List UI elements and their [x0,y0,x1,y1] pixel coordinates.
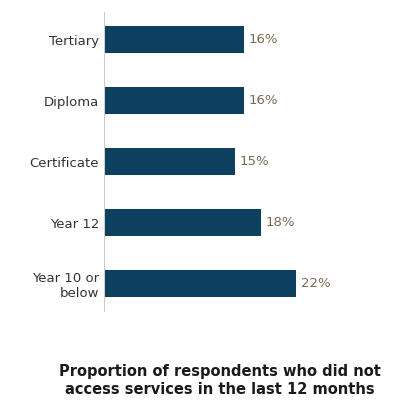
Text: 22%: 22% [301,277,330,290]
Bar [104,87,244,114]
Bar [104,209,261,236]
Text: Proportion of respondents who did not
access services in the last 12 months: Proportion of respondents who did not ac… [59,364,381,397]
Text: 16%: 16% [248,33,278,46]
Text: 15%: 15% [240,155,269,168]
Bar [104,148,235,175]
Text: 16%: 16% [248,94,278,107]
Bar [104,270,296,297]
Bar [104,26,244,53]
Text: 18%: 18% [266,216,295,229]
